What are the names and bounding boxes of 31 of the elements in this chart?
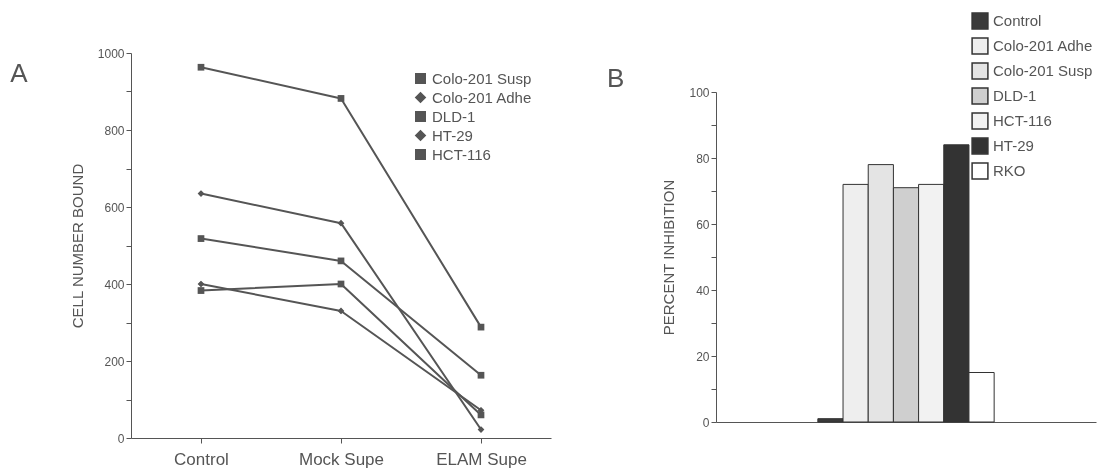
y-axis-title: CELL NUMBER BOUND <box>68 163 86 329</box>
y-tick-label: 100 <box>689 85 710 100</box>
legend-label: Control <box>993 12 1042 29</box>
legend-label: HT-29 <box>432 126 473 144</box>
legend-label: HCT-116 <box>993 112 1052 129</box>
legend-label: Colo-201 Susp <box>993 62 1093 79</box>
y-tick-label: 200 <box>104 354 125 369</box>
y-tick-label: 0 <box>117 431 125 446</box>
chart-title: A <box>10 58 29 88</box>
y-axis-title: PERCENT INHIBITION <box>660 179 678 336</box>
y-tick-label: 800 <box>104 123 125 138</box>
y-tick-label: 20 <box>696 349 710 364</box>
x-tick-label: Mock Supe <box>298 449 385 469</box>
legend-label: Colo-201 Susp <box>432 69 532 87</box>
y-tick-label: 600 <box>104 200 125 215</box>
legend-label: Colo-201 Adhe <box>432 88 532 106</box>
legend-label: RKO <box>993 162 1026 179</box>
y-tick-label: 80 <box>696 151 710 166</box>
y-tick-label: 40 <box>696 283 710 298</box>
legend-label: DLD-1 <box>432 107 476 125</box>
legend-label: DLD-1 <box>993 87 1037 104</box>
legend-label: Colo-201 Adhe <box>993 37 1093 54</box>
y-tick-label: 0 <box>702 415 710 430</box>
x-tick-label: ELAM Supe <box>436 449 527 469</box>
legend-label: HCT-116 <box>432 145 491 163</box>
legend-label: HT-29 <box>993 137 1034 154</box>
x-tick-label: Control <box>174 449 229 469</box>
y-tick-label: 1000 <box>97 46 125 61</box>
chart-title: B <box>606 63 625 93</box>
y-tick-label: 60 <box>696 217 710 232</box>
y-tick-label: 400 <box>104 277 125 292</box>
